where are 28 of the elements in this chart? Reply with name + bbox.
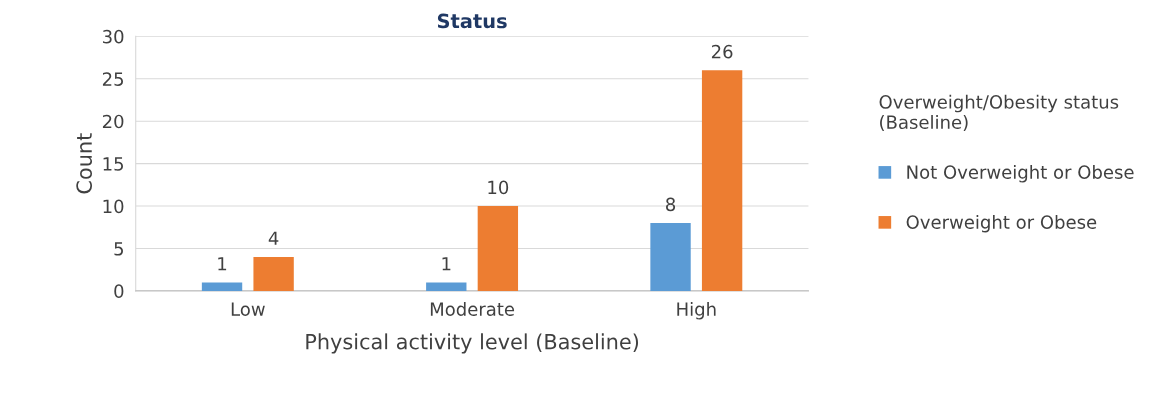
legend-label: Overweight or Obese	[906, 214, 1097, 233]
data-label: 4	[268, 231, 279, 245]
legend-label: Not Overweight or Obese	[907, 164, 1134, 183]
x-tick-label: Moderate	[430, 301, 515, 316]
y-tick-label: 10	[103, 199, 124, 214]
bar	[701, 70, 743, 291]
y-tick-label: 30	[102, 29, 124, 44]
bar	[201, 282, 243, 291]
y-tick-label: 15	[103, 157, 124, 171]
chart-title: Status	[437, 13, 507, 29]
y-tick-label: 20	[102, 114, 124, 129]
y-tick-label: 5	[114, 242, 124, 256]
bar	[426, 282, 467, 291]
x-axis-title: Physical activity level (Baseline)	[306, 333, 639, 354]
x-tick-label: Low	[231, 302, 265, 316]
data-label: 1	[218, 257, 227, 271]
bar	[477, 206, 519, 291]
bar	[253, 256, 294, 291]
y-tick-label: 25	[102, 72, 124, 86]
data-label: 1	[442, 257, 451, 271]
x-tick-label: High	[677, 301, 716, 320]
y-axis-title: Count	[76, 133, 93, 194]
legend-title: Overweight/Obesity status (Baseline)	[879, 94, 1119, 132]
bar	[650, 223, 691, 291]
data-label: 8	[666, 197, 676, 212]
y-tick-label: 0	[114, 284, 124, 298]
data-label: 26	[711, 44, 733, 59]
data-label: 10	[488, 180, 509, 195]
